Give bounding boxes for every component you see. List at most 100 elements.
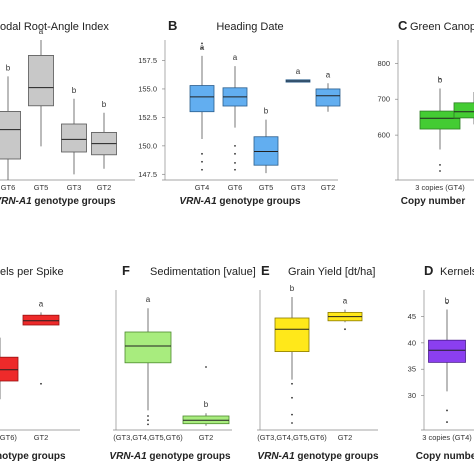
y-tick-label: 35 bbox=[408, 365, 416, 374]
box-3-copies-gt4-: b bbox=[428, 297, 466, 423]
y-tick-label: 40 bbox=[408, 338, 416, 347]
x-tick-label: GT3 bbox=[67, 183, 82, 192]
x-tick-label: GT4 bbox=[195, 183, 210, 192]
outlier-point bbox=[446, 302, 448, 305]
significance-letter: a bbox=[296, 67, 301, 76]
outlier-point bbox=[291, 413, 293, 416]
significance-letter: b bbox=[290, 284, 295, 293]
significance-letter: b bbox=[72, 86, 77, 95]
outlier-point bbox=[291, 396, 293, 399]
box-gt2: a bbox=[327, 297, 363, 331]
significance-letter: a bbox=[39, 299, 44, 308]
outlier-point bbox=[291, 382, 293, 385]
panel-a: odal Root-Angle Index b GT6 a GT5 b GT3 b GT2 VRN… bbox=[0, 21, 135, 207]
box-gt3: b bbox=[61, 86, 87, 175]
outlier-point bbox=[147, 423, 149, 426]
y-tick-label: 45 bbox=[408, 312, 416, 321]
x-axis-label: Copy number bbox=[416, 451, 474, 462]
x-tick-label: GT2 bbox=[199, 433, 214, 442]
x-axis-label: Copy number bbox=[401, 196, 466, 207]
x-tick-label: GT6 bbox=[228, 183, 243, 192]
x-axis-label: enotype groups bbox=[0, 451, 66, 462]
box-gt6: b bbox=[0, 63, 21, 180]
x-tick-label: GT2 bbox=[97, 183, 112, 192]
panel-title: Grain Yield [dt/ha] bbox=[288, 266, 375, 278]
panel-title: Heading Date bbox=[216, 21, 283, 33]
box-iqr bbox=[0, 356, 19, 382]
x-tick-label: GT3 bbox=[291, 183, 306, 192]
panel-letter: D bbox=[424, 263, 433, 278]
x-tick-label: GT6 bbox=[1, 183, 16, 192]
x-tick-label: GT2 bbox=[321, 183, 336, 192]
box-gt5: b bbox=[253, 107, 279, 174]
panel-d: D Kernels pe 30 35 40 45 b 3 copies (GT4) Copy n… bbox=[408, 263, 474, 462]
box-iqr bbox=[315, 88, 341, 107]
significance-letter: a bbox=[326, 70, 331, 79]
outlier-point bbox=[205, 366, 207, 368]
x-axis-label: VRN-A1 genotype groups bbox=[179, 196, 301, 207]
y-tick-label: 30 bbox=[408, 391, 416, 400]
significance-letter: a bbox=[343, 297, 348, 306]
box--gt3-gt4-gt5-gt6-: a bbox=[124, 295, 172, 426]
box-iqr bbox=[253, 136, 279, 166]
significance-letter: b bbox=[445, 297, 450, 306]
outlier-point bbox=[201, 168, 203, 171]
panel-letter: C bbox=[398, 18, 408, 33]
y-tick-label: 800 bbox=[377, 59, 390, 68]
box-iqr bbox=[124, 331, 172, 364]
box-gt5: a bbox=[28, 27, 54, 147]
outlier-point bbox=[344, 328, 346, 331]
box-iqr bbox=[419, 110, 461, 130]
panel-e: E Grain Yield [dt/ha] b (GT3,GT4,GT5,GT6) a G… bbox=[257, 263, 379, 462]
y-tick-label: 157.5 bbox=[138, 56, 157, 65]
box-iqr bbox=[61, 123, 87, 153]
box--gt3-gt4-gt5-gt6-: b bbox=[274, 284, 310, 424]
x-axis-label: VRN-A1 genotype groups bbox=[257, 451, 379, 462]
panel-title: Green Canopy D bbox=[410, 21, 474, 33]
panel-title: Kernels pe bbox=[440, 266, 474, 278]
box-gt2: b bbox=[91, 100, 117, 169]
x-tick-label: 3 copies (GT4) bbox=[422, 433, 472, 442]
panel-letter: B bbox=[168, 18, 177, 33]
box-3-copies-gt4-: b bbox=[419, 75, 461, 172]
x-axis-label: VRN-A1 genotype groups bbox=[109, 451, 231, 462]
x-tick-label: GT2 bbox=[338, 433, 353, 442]
x-tick-label: (GT3,GT4,GT5,GT6) bbox=[257, 433, 327, 442]
significance-letter: a bbox=[233, 53, 238, 62]
outlier-point bbox=[446, 421, 448, 423]
y-tick-label: 152.5 bbox=[138, 113, 157, 122]
x-axis-label: VRN-A1 genotype groups bbox=[0, 196, 116, 207]
y-tick-label: 155.0 bbox=[138, 84, 157, 93]
panel-title: odal Root-Angle Index bbox=[0, 21, 109, 33]
significance-letter: b bbox=[102, 100, 107, 109]
y-tick-label: 600 bbox=[377, 131, 390, 140]
outlier-point bbox=[439, 164, 441, 166]
x-tick-label: GT5,GT6) bbox=[0, 433, 17, 442]
significance-letter: b bbox=[438, 75, 443, 84]
panel-letter: E bbox=[261, 263, 270, 278]
box-gt4: a bbox=[189, 42, 215, 171]
box-gt3: a bbox=[285, 67, 311, 83]
x-tick-label: (GT3,GT4,GT5,GT6) bbox=[113, 433, 183, 442]
significance-letter: a bbox=[39, 27, 44, 36]
box-iqr bbox=[0, 111, 21, 160]
outlier-point bbox=[40, 382, 42, 385]
significance-letter: a bbox=[200, 43, 205, 52]
box-gt5-gt6- bbox=[0, 337, 19, 400]
x-tick-label: GT5 bbox=[259, 183, 274, 192]
outlier-point bbox=[291, 422, 293, 424]
significance-letter: a bbox=[146, 295, 151, 304]
box-group bbox=[453, 92, 474, 125]
outlier-point bbox=[234, 162, 236, 164]
box-iqr bbox=[274, 317, 310, 352]
significance-letter: b bbox=[6, 63, 11, 72]
panel-kernels: els per Spike GT5,GT6) a GT2 enotype groups bbox=[0, 266, 80, 462]
x-tick-label: GT2 bbox=[34, 433, 49, 442]
x-tick-label: 3 copies (GT4) bbox=[415, 183, 465, 192]
outlier-point bbox=[234, 144, 236, 147]
box-iqr bbox=[428, 339, 466, 363]
outlier-point bbox=[439, 77, 441, 80]
outlier-point bbox=[201, 160, 203, 163]
